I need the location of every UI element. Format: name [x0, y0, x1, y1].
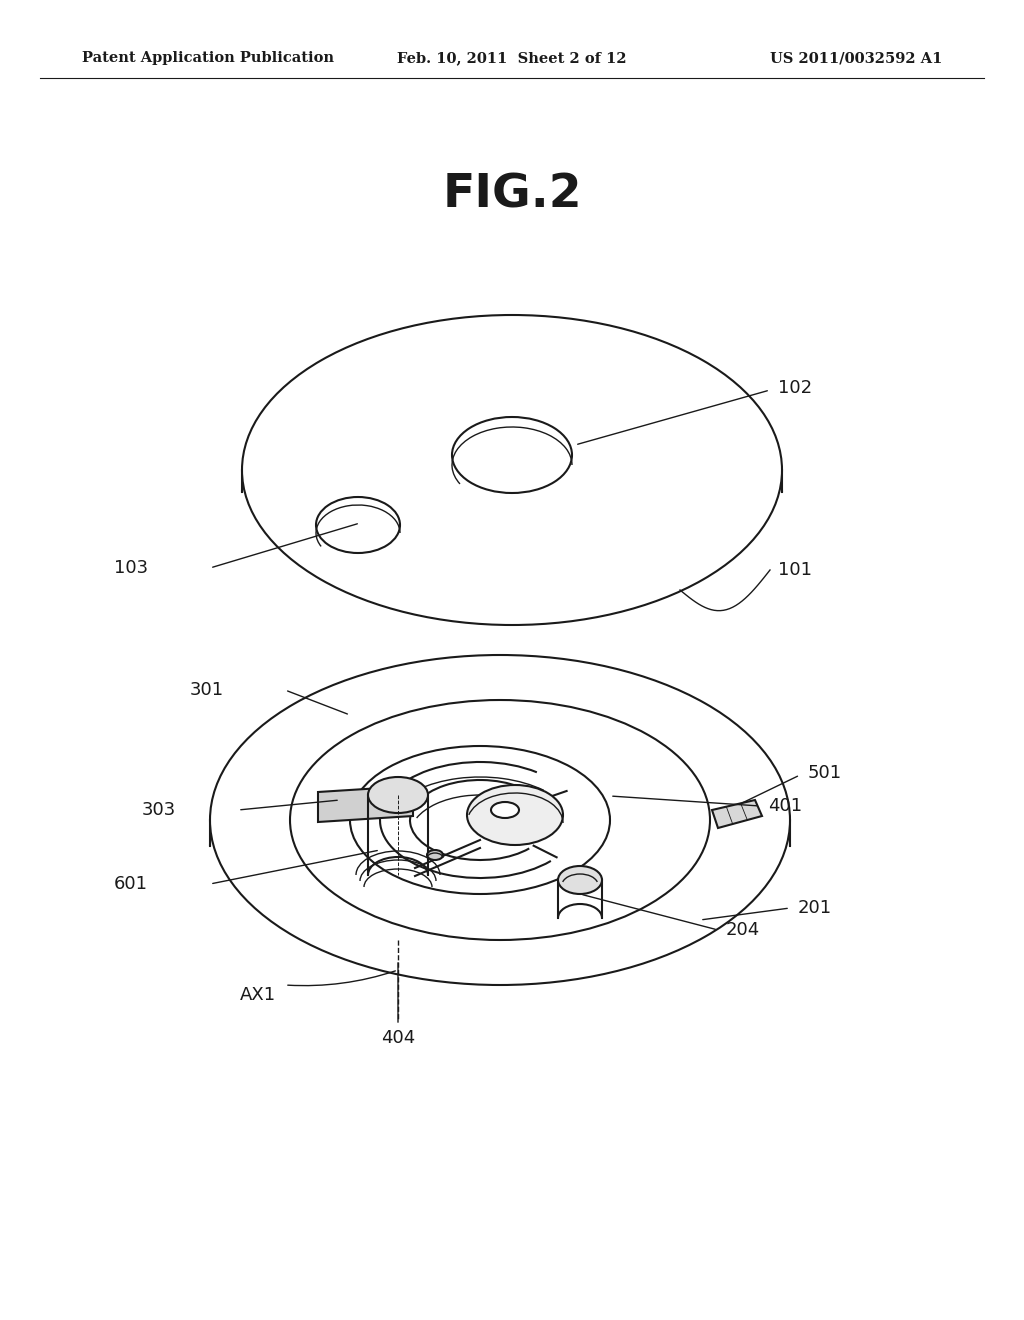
Text: AX1: AX1: [240, 986, 276, 1005]
Polygon shape: [712, 800, 762, 828]
Text: 204: 204: [726, 921, 760, 939]
Text: Feb. 10, 2011  Sheet 2 of 12: Feb. 10, 2011 Sheet 2 of 12: [397, 51, 627, 65]
Text: 404: 404: [381, 1030, 415, 1047]
Ellipse shape: [316, 498, 400, 553]
Text: 601: 601: [114, 875, 148, 894]
Text: 102: 102: [778, 379, 812, 397]
Text: 103: 103: [114, 558, 148, 577]
Text: FIG.2: FIG.2: [442, 173, 582, 218]
Ellipse shape: [427, 850, 443, 861]
Ellipse shape: [490, 803, 519, 818]
Polygon shape: [318, 785, 413, 822]
Text: US 2011/0032592 A1: US 2011/0032592 A1: [770, 51, 942, 65]
Ellipse shape: [467, 785, 563, 845]
Ellipse shape: [558, 866, 602, 894]
Ellipse shape: [290, 700, 710, 940]
Ellipse shape: [210, 655, 790, 985]
Text: 301: 301: [189, 681, 224, 700]
Text: 101: 101: [778, 561, 812, 579]
Ellipse shape: [452, 417, 572, 492]
Ellipse shape: [242, 315, 782, 624]
Ellipse shape: [350, 746, 610, 894]
Text: 501: 501: [808, 764, 842, 781]
Text: 303: 303: [141, 801, 176, 818]
Ellipse shape: [368, 777, 428, 813]
Text: 201: 201: [798, 899, 833, 917]
Text: Patent Application Publication: Patent Application Publication: [82, 51, 334, 65]
Text: 401: 401: [768, 797, 802, 814]
